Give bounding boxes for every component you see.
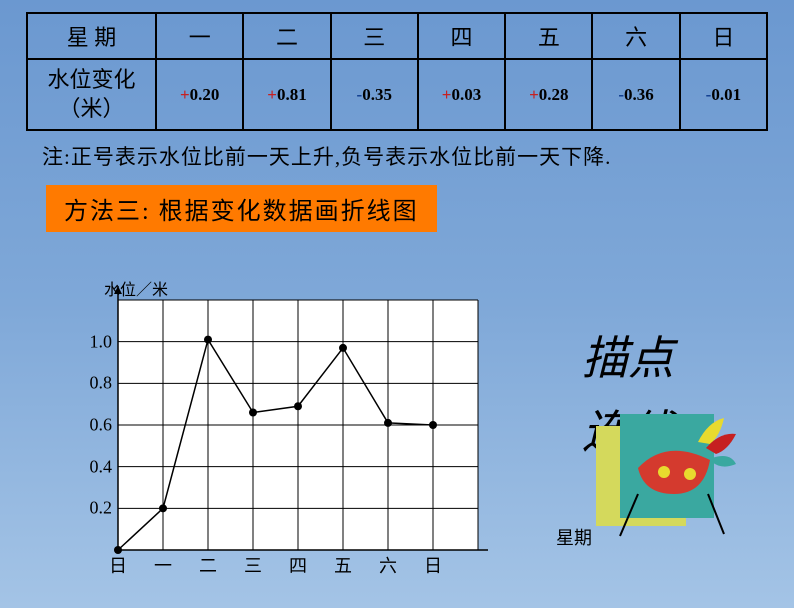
mask-clipart — [578, 408, 738, 548]
side-line1: 描点 — [582, 322, 674, 396]
header-day: 五 — [505, 13, 592, 59]
data-cell: +0.20 — [156, 59, 243, 130]
table-data-row: 水位变化（米） +0.20 +0.81 -0.35 +0.03 +0.28 -0… — [27, 59, 767, 130]
data-cell: +0.81 — [243, 59, 330, 130]
data-cell: -0.01 — [680, 59, 767, 130]
header-day: 日 — [680, 13, 767, 59]
note-text: 注:正号表示水位比前一天上升,负号表示水位比前一天下降. — [42, 141, 768, 171]
line-chart — [88, 280, 488, 580]
data-cell: +0.03 — [418, 59, 505, 130]
method-box: 方法三: 根据变化数据画折线图 — [46, 185, 437, 232]
header-weekday: 星 期 — [27, 13, 156, 59]
header-day: 三 — [331, 13, 418, 59]
row-label: 水位变化（米） — [27, 59, 156, 130]
header-day: 六 — [592, 13, 679, 59]
header-day: 四 — [418, 13, 505, 59]
data-table: 星 期 一 二 三 四 五 六 日 水位变化（米） +0.20 +0.81 -0… — [26, 12, 768, 131]
data-cell: +0.28 — [505, 59, 592, 130]
data-cell: -0.35 — [331, 59, 418, 130]
table-header-row: 星 期 一 二 三 四 五 六 日 — [27, 13, 767, 59]
header-day: 一 — [156, 13, 243, 59]
data-cell: -0.36 — [592, 59, 679, 130]
header-day: 二 — [243, 13, 330, 59]
